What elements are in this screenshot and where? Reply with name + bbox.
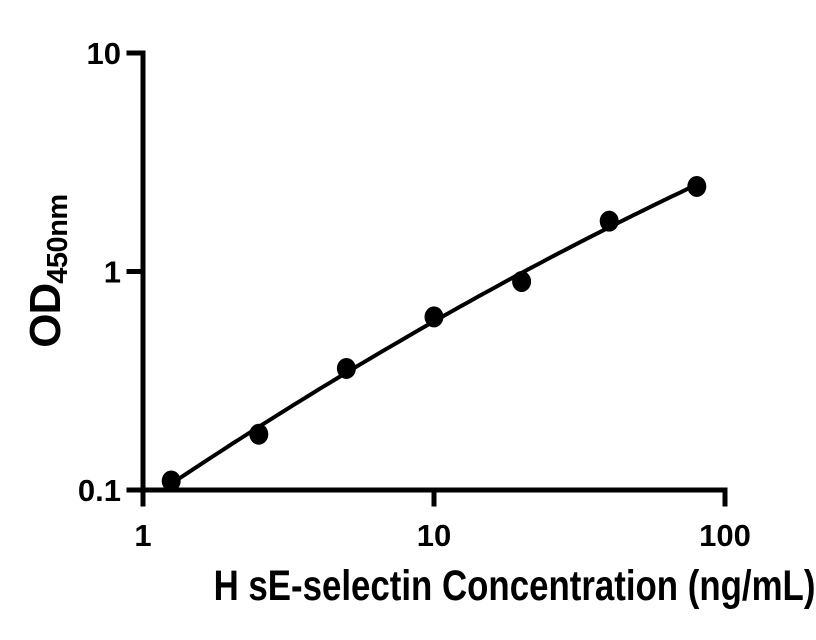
data-point: [687, 175, 707, 197]
fit-curve: [169, 182, 699, 486]
x-tick-label: 1: [134, 518, 151, 553]
y-axis-title-main: OD: [21, 283, 70, 348]
y-tick-label: 1: [104, 255, 121, 290]
x-tick-label: 10: [417, 518, 451, 553]
y-tick-label: 0.1: [78, 473, 121, 508]
x-tick-label: 100: [699, 518, 751, 553]
x-axis-title: H sE-selectin Concentration (ng/mL): [143, 562, 816, 611]
data-point: [161, 470, 181, 492]
data-point: [336, 357, 356, 379]
data-point: [599, 210, 619, 232]
data-point: [512, 270, 532, 292]
data-point: [249, 423, 269, 445]
x-axis-title-text: H sE-selectin Concentration (ng/mL): [213, 562, 816, 610]
data-point: [424, 306, 444, 328]
y-tick-label: 10: [87, 36, 121, 71]
y-axis-title-subscript: 450nm: [42, 194, 74, 284]
y-axis-title: OD450nm: [21, 194, 75, 347]
